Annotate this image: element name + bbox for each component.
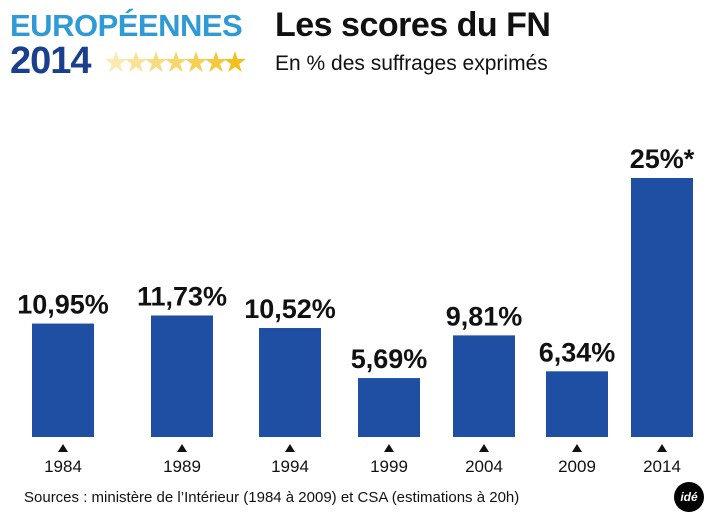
tick-marker-1984 <box>58 444 68 452</box>
chart-title: Les scores du FN <box>275 6 551 44</box>
x-tick-label-1999: 1999 <box>370 457 408 476</box>
tick-marker-2014 <box>657 444 667 452</box>
x-tick-label-2014: 2014 <box>643 457 681 476</box>
x-tick-label-2004: 2004 <box>465 457 503 476</box>
ide-brand-logo: idé <box>674 482 704 512</box>
tick-marker-1999 <box>384 444 394 452</box>
data-label-1989: 11,73% <box>137 281 227 311</box>
data-label-1994: 10,52% <box>244 294 336 324</box>
x-tick-label-1989: 1989 <box>163 457 201 476</box>
data-label-2009: 6,34% <box>539 337 616 367</box>
bar-2014 <box>631 178 693 437</box>
tick-marker-1994 <box>285 444 295 452</box>
bar-1999 <box>358 378 420 437</box>
tick-marker-1989 <box>177 444 187 452</box>
bar-1994 <box>259 328 321 437</box>
bar-1989 <box>151 315 213 437</box>
bar-2009 <box>546 371 608 437</box>
x-tick-label-1994: 1994 <box>271 457 309 476</box>
x-tick-label-2009: 2009 <box>558 457 596 476</box>
x-tick-label-1984: 1984 <box>44 457 82 476</box>
chart-subtitle: En % des suffrages exprimés <box>275 52 548 75</box>
tick-marker-2004 <box>479 444 489 452</box>
bar-1984 <box>32 323 94 437</box>
data-label-2004: 9,81% <box>446 301 523 331</box>
data-label-1984: 10,95% <box>17 290 109 320</box>
data-label-1999: 5,69% <box>351 344 428 374</box>
tick-marker-2009 <box>572 444 582 452</box>
logo-title: EUROPÉENNES <box>10 8 243 43</box>
data-label-2014: 25%* <box>630 144 695 174</box>
logo-year: 2014 <box>10 40 92 82</box>
europeennes-2014-logo: EUROPÉENNES 2014 <box>10 8 246 82</box>
source-note: Sources : ministère de l’Intérieur (1984… <box>24 489 520 506</box>
stars-icon <box>106 51 246 72</box>
bar-2004 <box>453 335 515 437</box>
